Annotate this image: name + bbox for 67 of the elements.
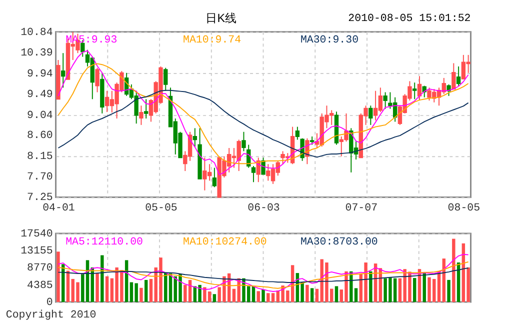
text: MA30:9.30 — [300, 34, 359, 47]
bar — [306, 284, 309, 302]
y-tick-label: 9.04 — [27, 110, 53, 122]
bar — [66, 270, 70, 302]
y-tick-label: 0 — [46, 296, 53, 309]
y-tick-label: 8.60 — [27, 130, 53, 142]
candlestick — [251, 165, 256, 183]
x-tick-label: 06-03 — [248, 202, 280, 214]
line-series — [58, 254, 469, 292]
bar — [96, 273, 99, 302]
bar — [81, 274, 84, 302]
candlestick — [139, 105, 144, 126]
text: MA10:9.74 — [183, 34, 242, 47]
candlestick — [383, 92, 388, 110]
bar — [334, 286, 338, 302]
candlestick — [212, 167, 217, 188]
y-tick-label: 7.25 — [27, 192, 53, 204]
candlestick — [417, 76, 422, 102]
candlestick — [452, 62, 456, 90]
candlestick — [192, 128, 198, 148]
bar — [100, 255, 104, 302]
x-tick-label: 04-01 — [42, 202, 75, 214]
bar — [149, 278, 153, 302]
bar — [144, 280, 148, 302]
candlestick — [368, 105, 373, 126]
bar — [412, 278, 416, 302]
candlestick — [144, 98, 148, 119]
bar — [447, 280, 450, 302]
line-series — [58, 261, 469, 289]
chart-title: 日K线 — [205, 12, 238, 26]
bar — [262, 290, 265, 302]
x-tick-label: 08-05 — [448, 202, 480, 214]
candlestick — [95, 67, 100, 93]
bar — [105, 276, 109, 302]
series-label: MA5:12110.00 — [66, 236, 143, 248]
line-series — [58, 268, 469, 283]
bar — [140, 288, 143, 302]
candlestick — [61, 52, 66, 88]
line-series — [58, 90, 469, 158]
candlestick — [261, 157, 266, 175]
candlestick — [242, 131, 246, 152]
y-tick-label: 9.49 — [27, 89, 53, 102]
x-tick-label: 05-05 — [145, 202, 178, 214]
bar — [369, 271, 372, 302]
candlestick — [456, 66, 461, 86]
y-tick-label: 8770 — [27, 262, 53, 275]
text: Copyright 2010 — [6, 310, 96, 322]
y-tick-label: 13155 — [20, 246, 53, 258]
y-tick-label: 17540 — [20, 228, 53, 240]
candlestick — [164, 67, 168, 92]
text: 2010-08-05 15:01:52 — [348, 13, 471, 26]
y-tick-label: 10.39 — [20, 48, 53, 60]
y-tick-label: 7.70 — [27, 171, 53, 184]
y-tick-label: 9.94 — [27, 68, 53, 80]
candlestick — [412, 82, 417, 100]
candlestick — [295, 126, 300, 140]
bar — [56, 252, 60, 302]
text: MA10:10274.00 — [183, 236, 267, 248]
y-tick-label: 8.15 — [27, 150, 53, 163]
bar — [452, 238, 456, 302]
text: MA30:8703.00 — [300, 236, 378, 248]
y-tick-label: 4385 — [27, 280, 53, 292]
bar — [256, 291, 260, 302]
y-tick-label: 10.84 — [20, 26, 53, 39]
x-tick-label: 07-07 — [345, 202, 378, 214]
bar — [212, 294, 216, 302]
bar — [310, 288, 314, 302]
